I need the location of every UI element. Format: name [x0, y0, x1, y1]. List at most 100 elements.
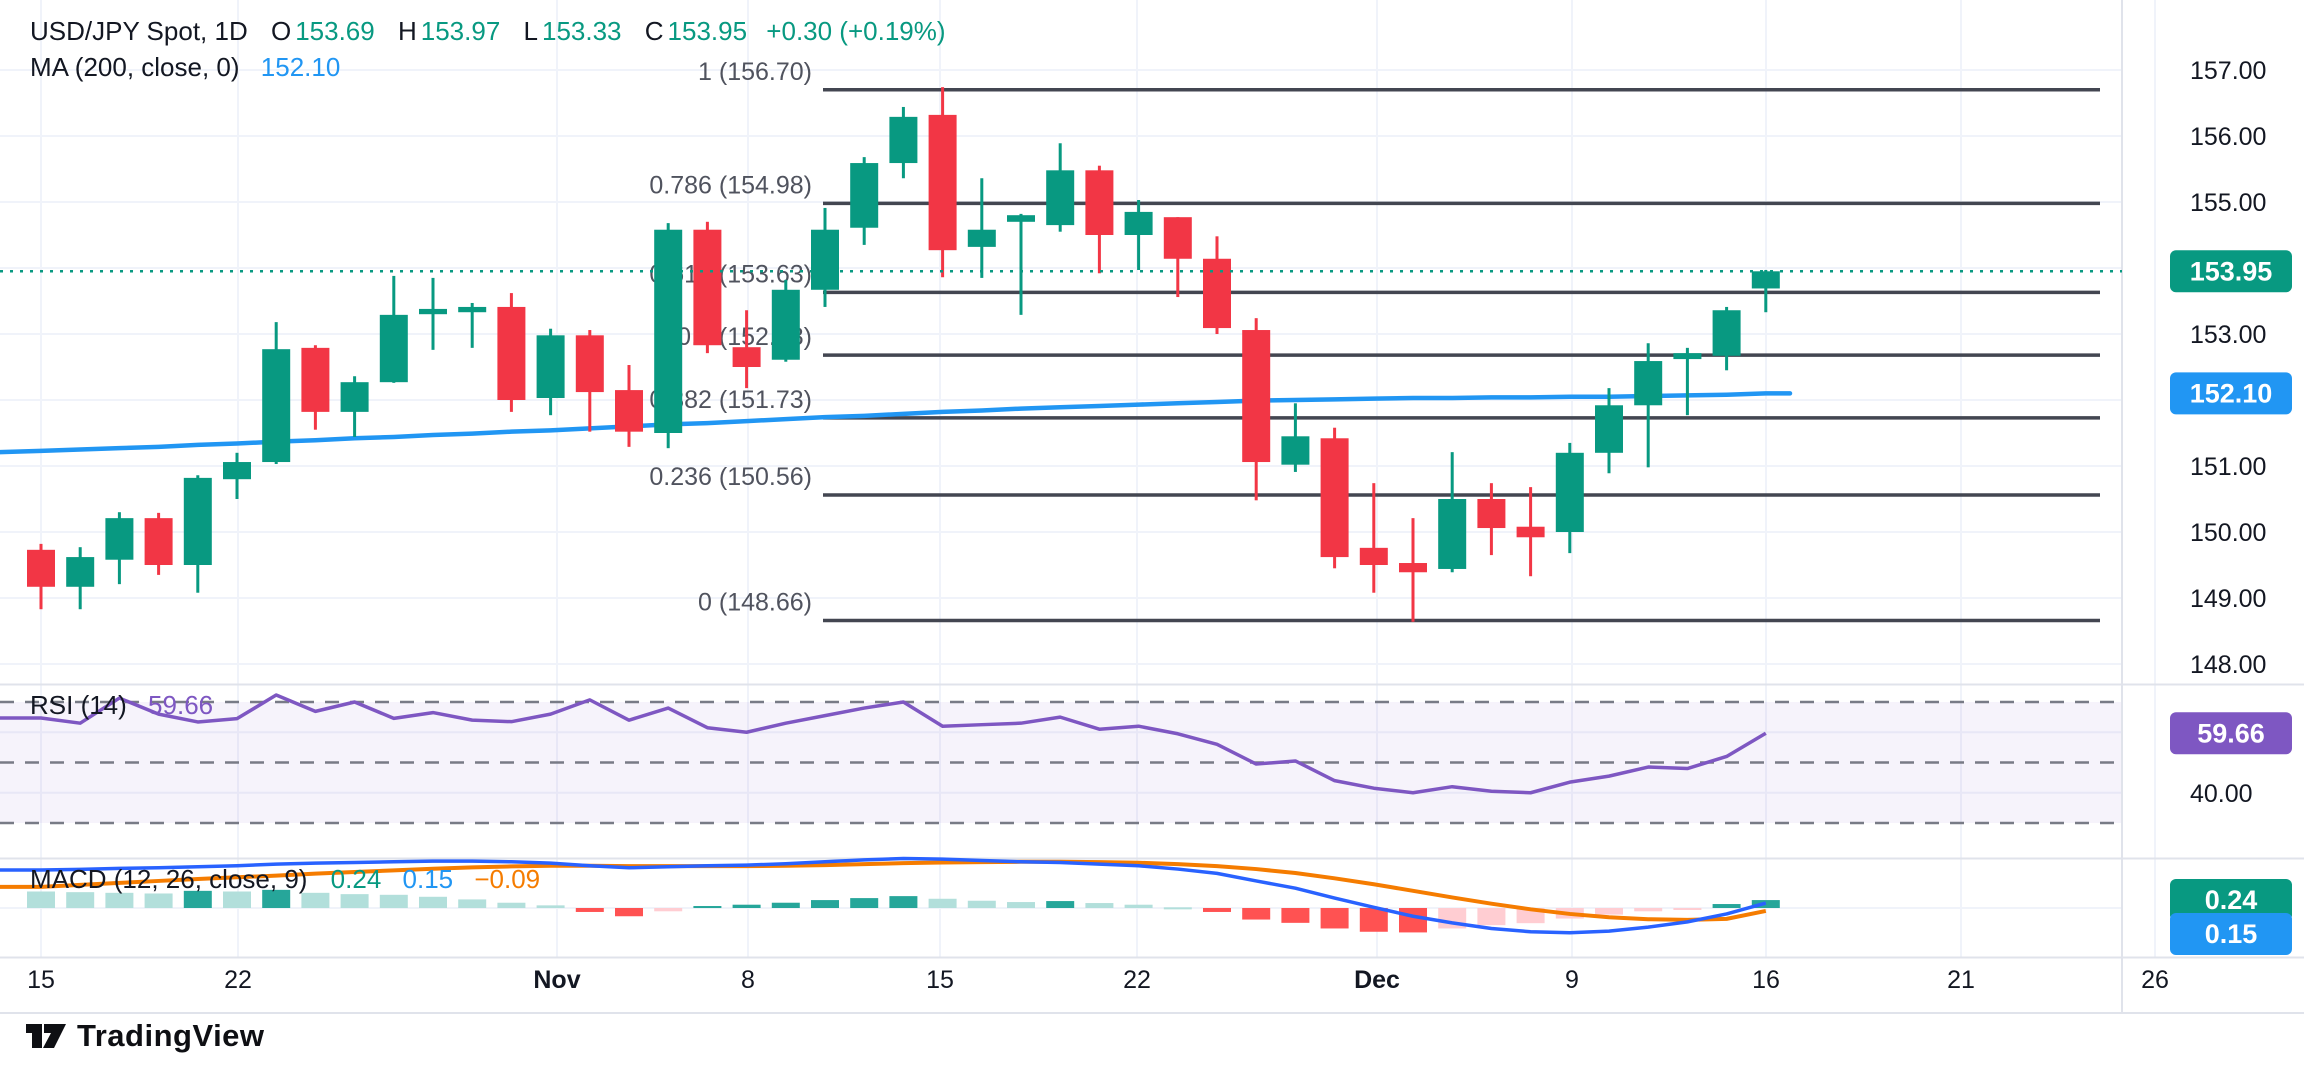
candle-body[interactable] [1203, 258, 1231, 329]
ma-value: 152.10 [260, 52, 341, 82]
candle-body[interactable] [262, 349, 291, 463]
candle-body[interactable] [1673, 353, 1702, 360]
macd-histogram-bar [575, 908, 604, 912]
candle-body[interactable] [1477, 499, 1506, 529]
candle-body[interactable] [497, 306, 526, 400]
ma-label[interactable]: MA (200, close, 0) [30, 52, 240, 82]
candle-body[interactable] [1085, 170, 1114, 235]
time-tick-label: 15 [926, 966, 954, 994]
candle-body[interactable] [536, 335, 565, 399]
candle-body[interactable] [1242, 330, 1271, 463]
candle-body[interactable] [1320, 438, 1349, 558]
candle-body[interactable] [1438, 499, 1467, 569]
candle-body[interactable] [1751, 271, 1780, 289]
macd-polyline [0, 856, 1767, 935]
candle-body[interactable] [1712, 310, 1741, 356]
symbol-title[interactable]: USD/JPY Spot, 1D [30, 16, 248, 46]
candle-body[interactable] [850, 163, 879, 228]
ma-200-polyline [0, 391, 1793, 455]
candle-body[interactable] [379, 314, 408, 383]
open-value: 153.69 [295, 16, 375, 46]
price-tick-label: 150.00 [2190, 519, 2266, 547]
candle-body[interactable] [928, 114, 957, 251]
candle-body[interactable] [693, 229, 722, 346]
open-label: O [270, 16, 292, 46]
macd-histogram-bar [1124, 904, 1153, 908]
rsi-legend[interactable]: RSI (14) 59.66 [30, 690, 213, 721]
macd-signal-value: −0.09 [474, 864, 541, 894]
candle-body[interactable] [811, 229, 839, 290]
macd-histogram-bar [615, 908, 643, 917]
macd-histogram-bar [262, 889, 291, 908]
candle-wick[interactable] [1685, 347, 1689, 416]
macd-histogram-bar [1673, 908, 1702, 910]
candle-body[interactable] [223, 462, 251, 480]
ma-value-badge-text: 152.10 [2190, 378, 2273, 408]
candle-body[interactable] [771, 289, 800, 360]
candle-body[interactable] [183, 477, 212, 565]
macd-histogram-bar [223, 891, 251, 908]
candle-wick[interactable] [1764, 269, 1768, 313]
candle-body[interactable] [967, 229, 996, 247]
fib-label: 0 (148.66) [698, 588, 812, 616]
candle-body[interactable] [1046, 170, 1075, 226]
candle-body[interactable] [27, 549, 55, 587]
candle-body[interactable] [419, 308, 447, 315]
macd-line-badge-text: 0.15 [2205, 919, 2258, 949]
macd-legend[interactable]: MACD (12, 26, close, 9) 0.24 0.15 −0.09 [30, 864, 540, 895]
candle-body[interactable] [1399, 563, 1427, 573]
rsi-label[interactable]: RSI (14) [30, 690, 127, 720]
symbol-legend[interactable]: USD/JPY Spot, 1D O 153.69 H 153.97 L 153.33… [30, 16, 946, 47]
candle-wick[interactable] [470, 302, 474, 348]
candle-body[interactable] [1163, 217, 1192, 259]
ma-legend[interactable]: MA (200, close, 0) 152.10 [30, 52, 340, 83]
price-tick-label: 149.00 [2190, 585, 2266, 613]
time-tick-label: 8 [741, 966, 755, 994]
candle-body[interactable] [301, 347, 330, 412]
price-tick-label: 148.00 [2190, 651, 2266, 679]
candle-body[interactable] [1359, 547, 1388, 565]
candle-wick[interactable] [980, 178, 984, 278]
candle-body[interactable] [340, 382, 369, 412]
candle-body[interactable] [66, 557, 95, 587]
candle-body[interactable] [575, 335, 604, 393]
macd-label[interactable]: MACD (12, 26, close, 9) [30, 864, 308, 894]
rsi-indicator [0, 693, 1767, 795]
candle-body[interactable] [144, 518, 173, 565]
candle-body[interactable] [1634, 361, 1663, 406]
fib-label: 1 (156.70) [698, 58, 812, 86]
candle-body[interactable] [1555, 452, 1584, 532]
ma-200-line [0, 391, 1793, 455]
macd-line-value: 0.15 [402, 864, 454, 894]
candle-body[interactable] [654, 229, 683, 433]
candle-wick[interactable] [1019, 213, 1023, 315]
macd-histogram-bar [105, 892, 134, 908]
candle-body[interactable] [1281, 436, 1310, 465]
macd-histogram-bar [850, 898, 879, 908]
price-tick-label: 156.00 [2190, 123, 2266, 151]
candle-body[interactable] [732, 347, 761, 367]
macd-indicator [0, 856, 1780, 935]
price-scale: 157.00 156.00 155.00 153.00 151.00 150.00 149.… [2170, 57, 2292, 955]
candle-wick[interactable] [1372, 483, 1376, 593]
high-value: 153.97 [420, 16, 501, 46]
candle-body[interactable] [615, 390, 643, 432]
tradingview-logo[interactable]: TradingView [24, 1016, 265, 1056]
last-price-badge-text: 153.95 [2190, 256, 2273, 286]
candle-body[interactable] [1516, 526, 1545, 538]
change-value: +0.30 (+0.19%) [766, 16, 946, 46]
candle-body[interactable] [458, 306, 487, 313]
macd-histogram-bar [1595, 908, 1623, 915]
macd-histogram-bar [183, 890, 212, 908]
candle-body[interactable] [1595, 405, 1623, 453]
candle-body[interactable] [1007, 215, 1035, 222]
macd-histogram-bar [419, 896, 447, 908]
macd-histogram-bar [1007, 902, 1035, 908]
candle-body[interactable] [1124, 211, 1153, 235]
macd-histogram-bar [928, 898, 957, 908]
macd-histogram-bar [967, 900, 996, 908]
candle-body[interactable] [105, 518, 134, 560]
candle-body[interactable] [889, 116, 918, 164]
